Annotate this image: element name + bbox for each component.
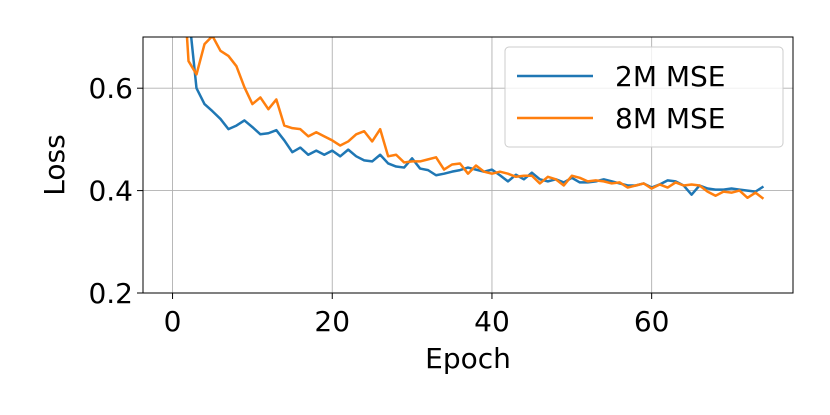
legend-label: 2M MSE (615, 60, 726, 93)
plot-frame (142, 36, 794, 294)
y-tick-label: 0.4 (88, 175, 133, 208)
lines (185, 37, 765, 200)
x-axis-label: Epoch (425, 342, 511, 375)
ticks: 0 20 40 60 0.2 0.4 0.6 (88, 72, 669, 338)
x-tick-label: 0 (164, 305, 182, 338)
y-axis-label: Loss (38, 134, 71, 195)
legend-label: 8M MSE (615, 102, 726, 135)
x-tick-label: 60 (634, 305, 670, 338)
y-tick-label: 0.6 (88, 72, 133, 105)
legend: 2M MSE 8M MSE (504, 46, 784, 148)
x-tick-label: 40 (474, 305, 510, 338)
line-series (185, 37, 765, 200)
x-tick-label: 20 (314, 305, 350, 338)
y-tick-label: 0.2 (88, 277, 133, 310)
legend-frame (504, 46, 784, 148)
